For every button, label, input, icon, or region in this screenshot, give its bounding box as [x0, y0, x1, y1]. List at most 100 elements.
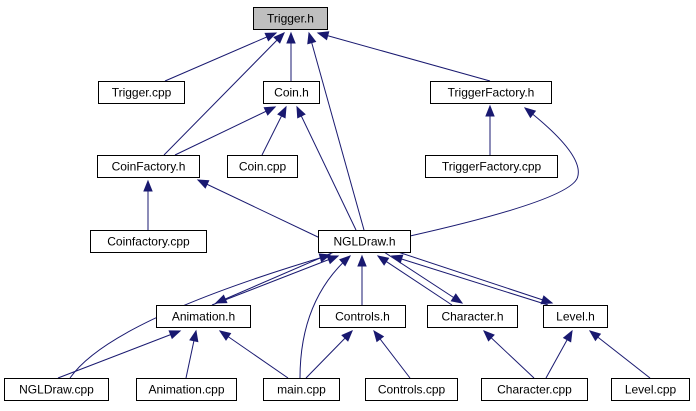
arrowhead-icon [373, 329, 385, 343]
node-character-h[interactable]: Character.h [427, 305, 518, 328]
arrowhead-icon [483, 330, 495, 342]
node-trigger-cpp[interactable]: Trigger.cpp [98, 81, 185, 104]
arrowhead-icon [307, 31, 317, 45]
arrowhead-icon [196, 179, 210, 189]
node-label: Level.cpp [625, 383, 677, 397]
node-ngldraw-cpp[interactable]: NGLDraw.cpp [4, 378, 109, 401]
arrowhead-icon [390, 254, 404, 264]
node-box [227, 155, 298, 178]
edge-ngldraw_h-to-animation_h [214, 251, 335, 304]
arrowhead-icon [588, 330, 602, 342]
edge-coinfactory_h-to-trigger_h [163, 32, 285, 156]
arrowhead-icon [143, 179, 153, 192]
edge-ngldraw_h-to-coinfactory_h [196, 179, 321, 239]
node-label: CoinFactory.h [112, 160, 186, 174]
node-box [156, 305, 251, 328]
arrowhead-icon [214, 294, 228, 304]
node-label: NGLDraw.cpp [19, 383, 94, 397]
edge-line [383, 251, 463, 304]
arrowhead-icon [273, 32, 285, 44]
edge-level_h-to-ngldraw_h [390, 254, 549, 306]
edge-main_cpp-to-animation_h [218, 330, 289, 379]
edge-trigger_cpp-to-trigger_h [164, 32, 278, 82]
node-trigger-h[interactable]: Trigger.h [253, 7, 328, 30]
node-animation-h[interactable]: Animation.h [156, 305, 251, 328]
node-box [481, 378, 588, 401]
edge-line [317, 32, 491, 82]
node-level-cpp[interactable]: Level.cpp [611, 378, 690, 401]
edge-line [164, 32, 277, 82]
arrowhead-icon [286, 31, 296, 44]
edge-line [391, 255, 549, 306]
node-label: Animation.cpp [148, 383, 224, 397]
arrowhead-icon [168, 330, 182, 340]
edge-ngldraw_h-to-coin_h [296, 105, 357, 231]
edge-coinfactory_h-to-coin_h [174, 106, 277, 156]
arrowhead-icon [316, 31, 330, 41]
node-box [263, 378, 340, 401]
edge-main_cpp-to-ngldraw_h [299, 255, 352, 379]
edge-coin_h-to-trigger_h [286, 31, 296, 81]
node-animation-cpp[interactable]: Animation.cpp [136, 378, 237, 401]
edge-main_cpp-to-controls_h [305, 330, 353, 379]
edge-coinfactory_cpp-to-coinfactory_h [143, 179, 153, 230]
edge-animation_cpp-to-animation_h [185, 329, 199, 379]
edge-line [174, 106, 276, 156]
edge-line [69, 254, 331, 379]
node-label: Trigger.h [267, 12, 314, 26]
node-box [97, 155, 200, 178]
node-box [430, 81, 552, 104]
node-label: Character.cpp [497, 383, 572, 397]
graph-edges [57, 31, 651, 379]
node-label: TriggerFactory.h [448, 86, 535, 100]
node-controls-h[interactable]: Controls.h [319, 305, 406, 328]
edge-line [211, 255, 339, 306]
node-triggerfactory-cpp[interactable]: TriggerFactory.cpp [425, 155, 558, 178]
node-label: Coinfactory.cpp [107, 235, 190, 249]
node-triggerfactory-h[interactable]: TriggerFactory.h [430, 81, 552, 104]
node-coin-h[interactable]: Coin.h [263, 81, 320, 104]
node-label: Coin.cpp [239, 160, 287, 174]
node-box [90, 230, 207, 253]
edge-line [308, 32, 365, 231]
node-box [253, 7, 328, 30]
node-controls-cpp[interactable]: Controls.cpp [365, 378, 458, 401]
edge-line [409, 107, 579, 237]
node-character-cpp[interactable]: Character.cpp [481, 378, 588, 401]
edge-ngldraw_h-to-level_h [397, 251, 554, 305]
arrowhead-icon [277, 105, 287, 119]
node-box [611, 378, 690, 401]
arrowhead-icon [264, 32, 278, 42]
node-box [136, 378, 237, 401]
edge-line [305, 330, 353, 379]
node-coin-cpp[interactable]: Coin.cpp [227, 155, 298, 178]
node-ngldraw-h[interactable]: NGLDraw.h [318, 230, 411, 253]
node-coinfactory-h[interactable]: CoinFactory.h [97, 155, 200, 178]
node-main-cpp[interactable]: main.cpp [263, 378, 340, 401]
edge-line [377, 255, 453, 306]
edge-ngldraw_h-to-triggerfactory_h [409, 107, 579, 237]
node-box [365, 378, 458, 401]
edge-ngldraw_cpp-to-animation_h [57, 330, 182, 379]
edge-controls_cpp-to-controls_h [373, 329, 411, 379]
node-box [543, 305, 608, 328]
node-box [319, 305, 406, 328]
edge-ngldraw_h-to-character_h [383, 251, 464, 304]
node-level-h[interactable]: Level.h [543, 305, 608, 328]
node-label: TriggerFactory.cpp [442, 160, 542, 174]
edge-level_cpp-to-level_h [588, 330, 651, 379]
node-box [263, 81, 320, 104]
edge-triggerfactory_cpp-to-triggerfactory_h [485, 104, 495, 155]
arrowhead-icon [189, 329, 199, 343]
edge-line [483, 330, 535, 379]
node-label: Animation.h [172, 310, 235, 324]
node-box [4, 378, 109, 401]
edge-character_h-to-ngldraw_h [376, 255, 453, 306]
arrowhead-icon [523, 107, 537, 119]
node-label: Coin.h [274, 86, 309, 100]
node-label: main.cpp [277, 383, 326, 397]
arrowhead-icon [450, 293, 464, 304]
node-coinfactory-cpp[interactable]: Coinfactory.cpp [90, 230, 207, 253]
node-label: Controls.h [335, 310, 390, 324]
node-label: Trigger.cpp [112, 86, 172, 100]
